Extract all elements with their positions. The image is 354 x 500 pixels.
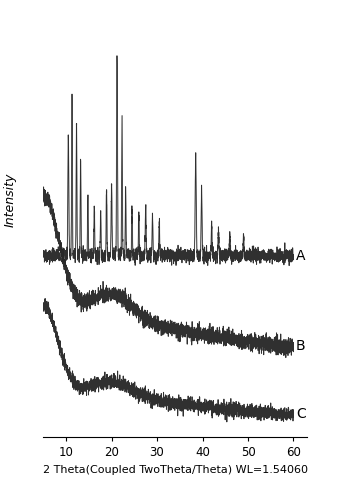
Text: B: B — [296, 339, 306, 353]
Text: A: A — [296, 248, 305, 262]
Text: Intensity: Intensity — [4, 173, 17, 227]
Text: C: C — [296, 407, 306, 421]
X-axis label: 2 Theta(Coupled TwoTheta/Theta) WL=1.54060: 2 Theta(Coupled TwoTheta/Theta) WL=1.540… — [43, 465, 308, 475]
